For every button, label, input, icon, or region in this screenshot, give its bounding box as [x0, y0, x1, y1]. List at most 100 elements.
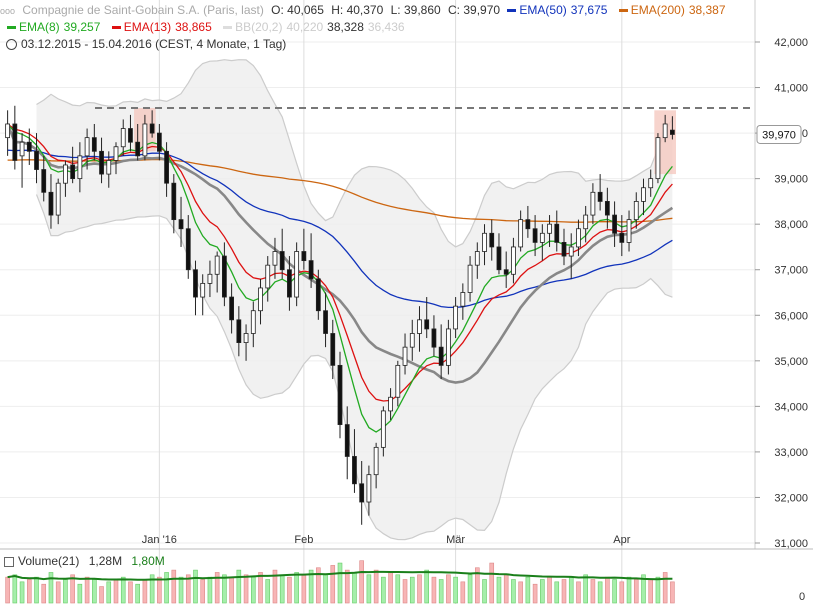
candle-body	[445, 328, 451, 366]
candle-body	[395, 364, 401, 398]
volume-bar	[373, 569, 379, 604]
volume-bar	[424, 569, 429, 604]
volume-bar	[171, 569, 177, 604]
volume-bar	[344, 569, 350, 604]
volume-bar	[518, 581, 523, 604]
last-price-label: 39,970	[762, 129, 796, 141]
volume-bar	[648, 579, 653, 604]
candle-body	[156, 132, 162, 152]
candle-body	[330, 333, 336, 366]
candle-body	[460, 292, 466, 307]
header-row-3: 03.12.2015 - 15.04.2016 (CEST, 4 Monate,…	[6, 37, 290, 51]
volume-bar	[359, 560, 364, 604]
volume-bar	[641, 574, 646, 604]
volume-bar	[55, 581, 61, 604]
volume-bar	[214, 572, 220, 604]
candle-body	[373, 446, 379, 476]
volume-bar	[207, 576, 213, 604]
header-row-2: EMA(8) 39,257 EMA(13) 38,865 BB(20,2) 40,22…	[0, 20, 413, 34]
x-axis: Jan '16 Feb Mär Apr	[142, 534, 631, 546]
candle-body	[612, 214, 617, 234]
volume-bar	[532, 583, 538, 604]
volume-bar	[489, 562, 495, 604]
volume-bar	[568, 576, 574, 604]
candle-body	[70, 164, 76, 180]
volume-bar	[655, 576, 661, 604]
volume-bar	[402, 579, 408, 604]
candle-body	[597, 191, 603, 202]
volume-bar	[12, 574, 18, 604]
candle-body	[590, 191, 596, 216]
candle-body	[200, 282, 206, 298]
volume-bar	[605, 576, 610, 604]
volume-bar	[19, 581, 25, 604]
volume-bar	[316, 567, 321, 604]
ema8-line	[7, 123, 673, 433]
ema13-legend-value: 38,865	[175, 20, 212, 34]
volume-bar	[612, 579, 617, 604]
candlesticks	[5, 105, 675, 525]
candle-body	[633, 201, 639, 221]
volume-bar	[409, 576, 415, 604]
x-tick-label: Apr	[613, 534, 630, 546]
volume-bar	[438, 579, 444, 604]
volume-bar	[453, 576, 458, 604]
ema13-legend[interactable]: EMA(13) 38,865	[111, 20, 216, 34]
volume-bar	[34, 576, 39, 604]
candle-body	[106, 160, 112, 175]
header-row-1: ooo Compagnie de Saint-Gobain S.A. (Pari…	[0, 3, 734, 18]
candle-body	[366, 474, 372, 503]
candle-body	[77, 155, 83, 180]
volume-bar	[323, 574, 328, 604]
x-tick-label: Feb	[294, 534, 313, 546]
candle-body	[532, 228, 538, 243]
y-tick-label: 42,000	[774, 37, 808, 49]
volume-bar	[287, 576, 292, 604]
clock-icon	[6, 39, 17, 51]
volume-bar	[128, 581, 133, 604]
ema13-legend-label: EMA(13)	[123, 20, 172, 34]
candle-body	[128, 128, 133, 143]
volume-bar	[27, 579, 32, 604]
candle-body	[113, 146, 119, 161]
candle-body	[214, 255, 220, 275]
candle-body	[221, 255, 227, 298]
ema8-legend[interactable]: EMA(8) 39,257	[0, 20, 104, 34]
ema200-legend[interactable]: EMA(200) 38,387	[618, 3, 730, 17]
y-tick-label: 35,000	[774, 356, 808, 368]
stock-name[interactable]: Compagnie de Saint-Gobain S.A. (Paris, l…	[22, 3, 264, 17]
bb-legend[interactable]: BB(20,2) 40,220 38,328 36,436	[223, 20, 408, 34]
volume-bar	[633, 579, 639, 604]
volume-legend[interactable]: Volume(21) 1,28M 1,80M	[4, 554, 165, 568]
candle-body	[474, 251, 480, 266]
candle-body	[670, 129, 675, 135]
volume-bar	[388, 572, 393, 604]
candle-body	[453, 305, 458, 330]
candle-body	[84, 137, 90, 157]
bb-legend-mid: 38,328	[327, 20, 364, 34]
volume-bar	[431, 576, 437, 604]
candle-body	[315, 278, 321, 312]
volume-moving-average-line	[7, 570, 673, 581]
volume-bar	[142, 579, 148, 604]
ema50-legend[interactable]: EMA(50) 37,675	[507, 3, 611, 17]
candle-body	[489, 232, 495, 248]
volume-bar	[337, 562, 343, 604]
bollinger-mid-line	[6, 123, 674, 384]
volume-bar	[178, 576, 184, 604]
candle-body	[388, 396, 393, 412]
candle-body	[352, 456, 357, 485]
ema50-legend-value: 37,675	[570, 3, 608, 17]
volume-bar	[467, 574, 473, 604]
candle-body	[424, 319, 430, 330]
candle-body	[171, 182, 177, 221]
volume-bar	[525, 576, 531, 604]
candle-body	[207, 273, 213, 284]
volume-bar	[366, 574, 372, 604]
volume-bar	[84, 576, 90, 604]
candle-body	[178, 219, 184, 230]
volume-bar	[670, 581, 675, 604]
candle-body	[287, 269, 292, 298]
candle-body	[496, 246, 502, 271]
